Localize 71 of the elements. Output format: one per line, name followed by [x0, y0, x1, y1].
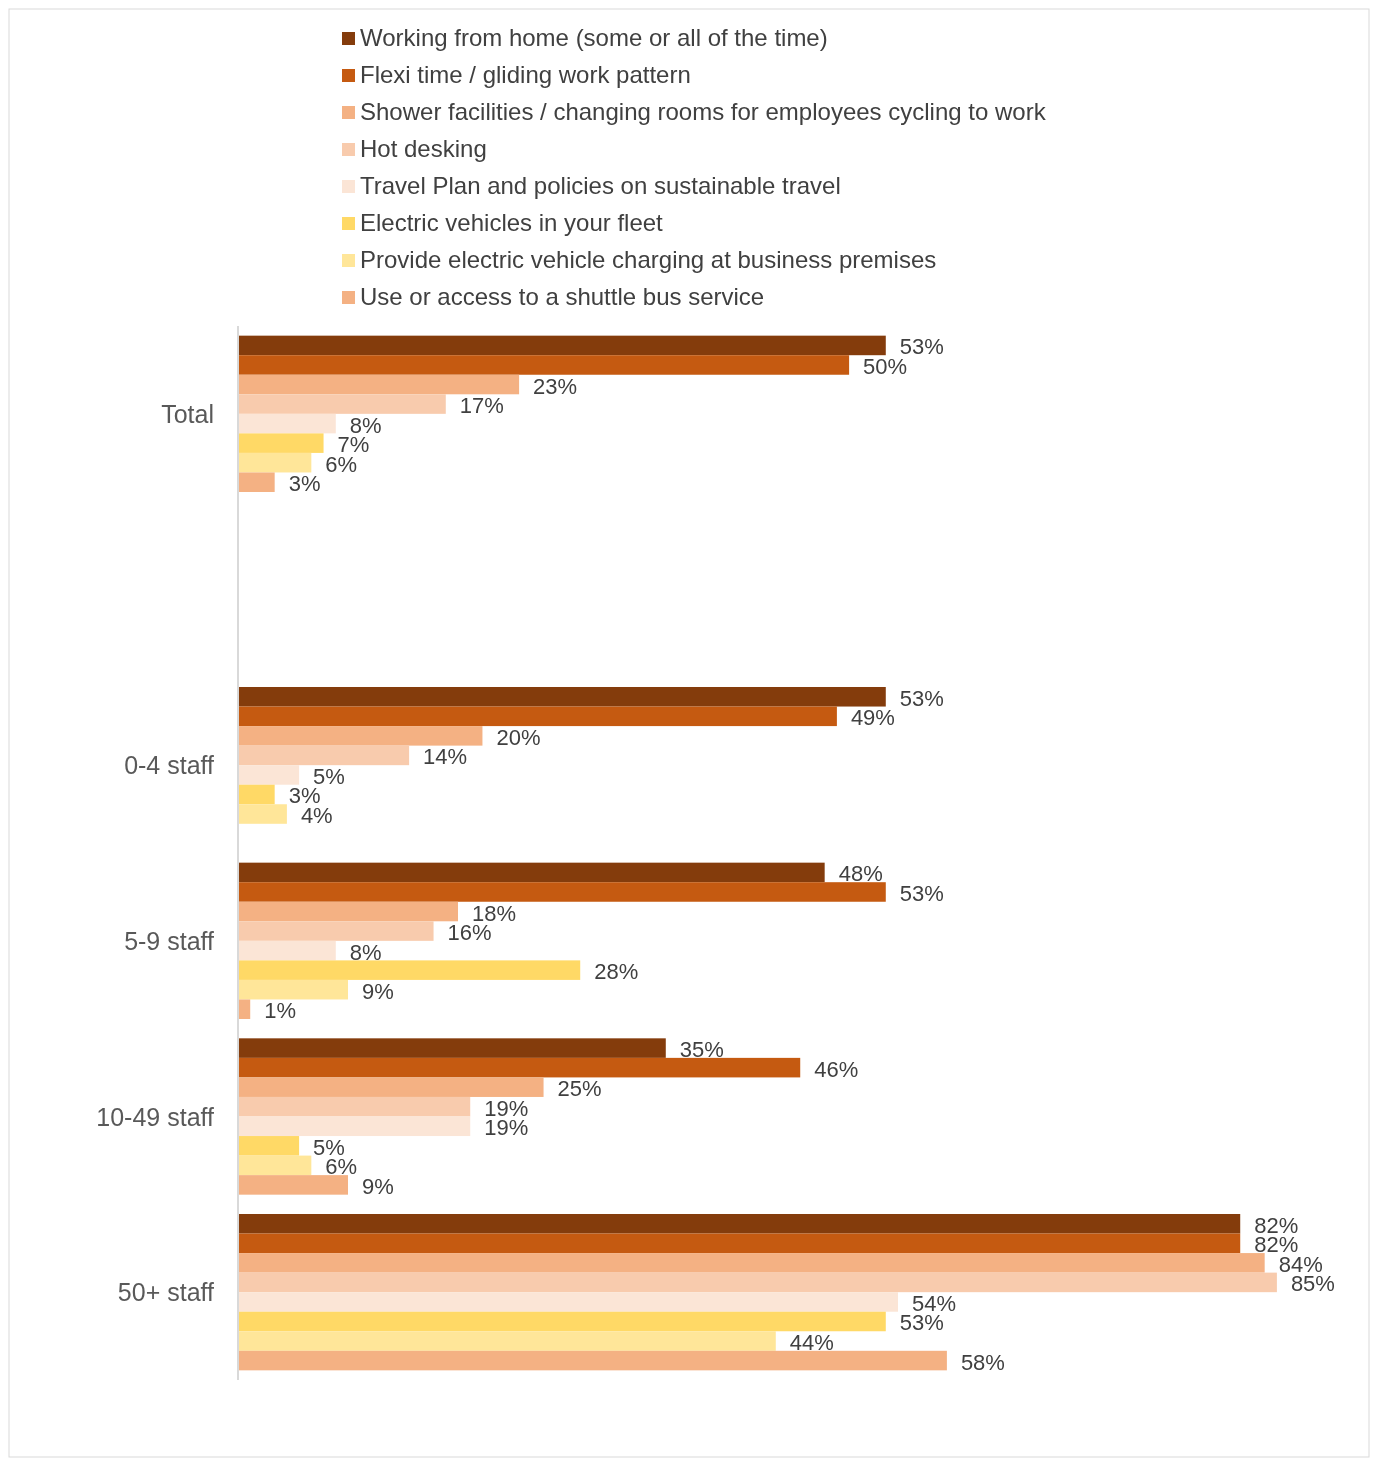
data-label: 53% [899, 685, 944, 711]
bar [238, 687, 886, 707]
legend-label: Working from home (some or all of the time) [360, 24, 828, 51]
data-label: 3% [288, 471, 321, 497]
bar [238, 1350, 947, 1371]
bar [238, 940, 336, 961]
bar [238, 413, 336, 434]
data-label: 49% [850, 705, 895, 731]
data-label: 20% [496, 724, 541, 750]
bar [238, 901, 458, 922]
bar [238, 452, 312, 473]
data-label: 8% [349, 939, 382, 965]
bar [238, 804, 287, 824]
bar [238, 882, 886, 902]
data-label: 25% [557, 1076, 602, 1102]
bar [238, 1331, 776, 1351]
bar [238, 1136, 300, 1156]
y-tick-label: 50+ staff [117, 1278, 215, 1307]
bar [238, 433, 324, 453]
y-tick-label: 0-4 staff [124, 751, 215, 780]
legend-label: Electric vehicles in your fleet [360, 209, 664, 236]
bar [238, 374, 520, 395]
y-tick-label: 10-49 staff [96, 1102, 215, 1131]
legend-label: Hot desking [360, 135, 487, 162]
bar [238, 1155, 312, 1176]
legend-label: Provide electric vehicle charging at business premises [360, 246, 937, 273]
legend-label: Shower facilities / changing rooms for employees cycling to work [360, 98, 1047, 125]
bar [238, 765, 300, 785]
bar [238, 1116, 471, 1137]
data-label: 44% [789, 1330, 834, 1356]
bar [238, 784, 275, 805]
bar [238, 1233, 1241, 1254]
bar [238, 394, 446, 414]
legend-label: Flexi time / gliding work pattern [360, 61, 691, 88]
data-label: 9% [362, 978, 394, 1004]
legend-label: Travel Plan and policies on sustainable travel [360, 172, 841, 199]
bar [238, 745, 410, 766]
bar [238, 979, 348, 1000]
data-label: 35% [679, 1037, 724, 1063]
legend-label: Use or access to a shuttle bus service [360, 283, 765, 310]
data-label: 23% [533, 373, 578, 399]
bar [238, 1096, 471, 1117]
data-label: 28% [594, 959, 639, 985]
data-label: 46% [814, 1056, 859, 1082]
data-label: 1% [264, 998, 297, 1024]
bar [238, 1213, 1241, 1234]
bar [238, 1272, 1277, 1293]
y-tick-label: Total [161, 399, 214, 428]
bar [238, 1038, 666, 1058]
bar [238, 706, 837, 727]
bar [238, 999, 251, 1019]
bar [238, 1077, 544, 1097]
bar [238, 472, 275, 492]
bar [238, 1292, 898, 1312]
data-label: 48% [838, 861, 883, 887]
data-label: 9% [362, 1173, 394, 1199]
data-label: 17% [459, 393, 504, 419]
bar [238, 335, 886, 356]
bar [238, 921, 434, 941]
data-label: 14% [423, 744, 468, 770]
data-label: 58% [960, 1349, 1005, 1375]
bar [238, 862, 825, 883]
bar [238, 1311, 886, 1332]
y-tick-label: 5-9 staff [124, 926, 215, 955]
data-label: 53% [899, 880, 944, 906]
bar [238, 1253, 1265, 1273]
bar [238, 960, 581, 980]
bar [238, 1175, 348, 1195]
bar [238, 1057, 801, 1078]
bar [238, 355, 850, 375]
bar [238, 726, 483, 746]
